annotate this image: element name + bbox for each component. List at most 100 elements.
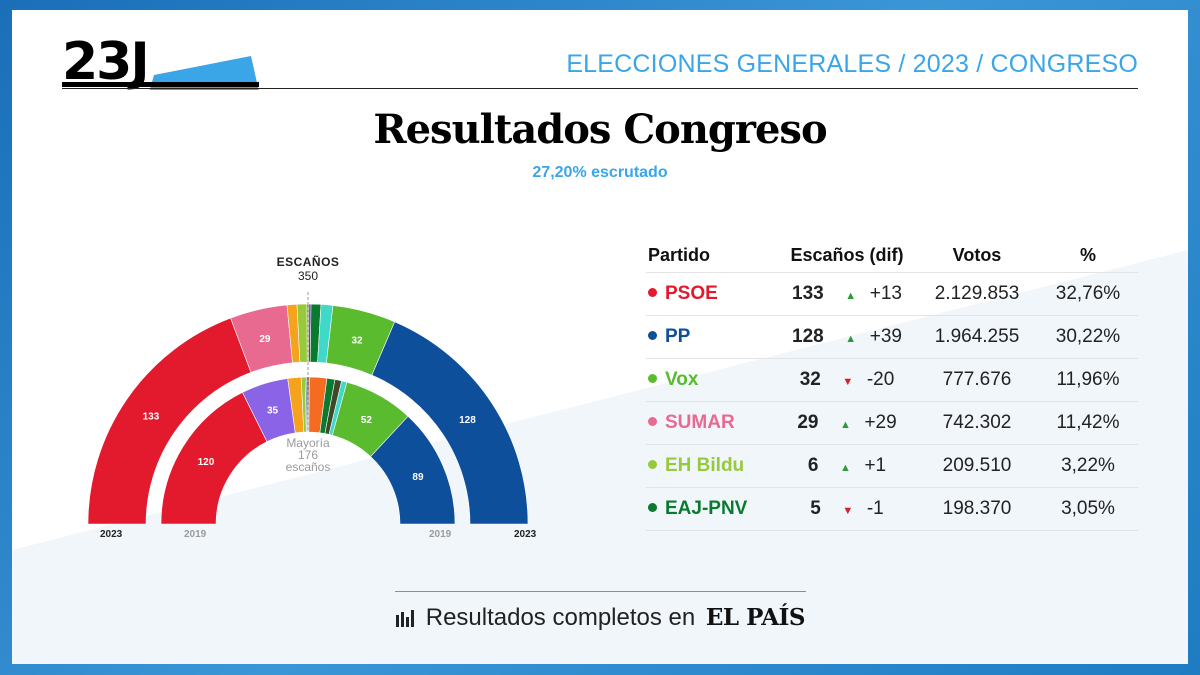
seat-count-label: 29 [259, 334, 271, 345]
trend-arrow-icon: ▼ [842, 375, 854, 388]
page-title: Resultados Congreso [373, 106, 827, 153]
col-header-votes: Votos [916, 242, 1038, 273]
seat-count-label: 52 [361, 415, 373, 426]
seats-diff: +29 [864, 411, 897, 433]
pct-cell: 3,05% [1038, 487, 1138, 531]
year-inner-right: 2019 [429, 529, 452, 540]
header-title: ELECCIONES GENERALES / 2023 / CONGRESO [566, 50, 1138, 78]
results-table: Partido Escaños (dif) Votos % PSOE 133 ▲ +1… [646, 242, 1138, 531]
seats-value: 6 [807, 454, 819, 476]
trend-arrow-icon: ▲ [840, 418, 851, 431]
total-seats-value: 350 [298, 269, 318, 283]
seats-diff: +39 [869, 325, 902, 347]
logo-text: 23J [62, 32, 150, 92]
party-cell: EAJ-PNV [646, 487, 778, 531]
votes-cell: 777.676 [916, 358, 1038, 402]
seats-cell: 6 ▲ +1 [778, 444, 916, 488]
seat-count-label: 128 [459, 415, 476, 426]
party-cell: PP [646, 315, 778, 359]
pct-cell: 11,96% [1038, 358, 1138, 402]
trend-arrow-icon: ▼ [842, 504, 854, 517]
seat-count-label: 133 [143, 411, 160, 422]
pct-cell: 3,22% [1038, 444, 1138, 488]
table-row: Vox 32 ▼ -20 777.676 11,96% [646, 358, 1138, 402]
table-body: PSOE 133 ▲ +13 2.129.853 32,76% PP 128 ▲ +39 1.964… [646, 272, 1138, 531]
trend-arrow-icon: ▲ [845, 289, 857, 302]
table-row: EAJ-PNV 5 ▼ -1 198.370 3,05% [646, 487, 1138, 531]
seats-diff: +13 [869, 282, 902, 304]
party-color-dot [648, 287, 657, 297]
results-card: 23J ELECCIONES GENERALES / 2023 / CONGRE… [12, 10, 1188, 664]
party-cell: PSOE [646, 272, 778, 316]
table-row: SUMAR 29 ▲ +29 742.302 11,42% [646, 401, 1138, 445]
total-seats-label: ESCAÑOS [277, 254, 340, 269]
seats-cell: 5 ▼ -1 [778, 487, 916, 531]
seats-diff: -20 [866, 368, 895, 390]
seats-cell: 32 ▼ -20 [778, 358, 916, 402]
votes-cell: 198.370 [916, 487, 1038, 531]
header-divider [62, 88, 1138, 89]
seats-diff: -1 [866, 497, 884, 519]
table-row: EH Bildu 6 ▲ +1 209.510 3,22% [646, 444, 1138, 488]
seat-count-label: 32 [351, 335, 363, 346]
party-cell: SUMAR [646, 401, 778, 445]
votes-cell: 209.510 [916, 444, 1038, 488]
seat-count-label: 35 [267, 405, 279, 416]
seat-count-label: 120 [198, 457, 215, 468]
table-row: PSOE 133 ▲ +13 2.129.853 32,76% [646, 272, 1138, 316]
party-color-dot [648, 416, 657, 426]
footer-divider [395, 591, 806, 592]
seats-cell: 29 ▲ +29 [778, 401, 916, 445]
footer-link[interactable]: Resultados completos en EL PAÍS [12, 604, 1188, 632]
seats-cell: 133 ▲ +13 [778, 272, 916, 316]
bar-chart-icon [396, 610, 415, 627]
year-outer-right: 2023 [514, 529, 537, 540]
logo-23j: 23J [62, 34, 272, 90]
party-name: PP [665, 325, 691, 347]
pct-cell: 32,76% [1038, 272, 1138, 316]
party-name: EH Bildu [665, 454, 745, 476]
year-outer-left: 2023 [100, 529, 123, 540]
pct-cell: 30,22% [1038, 315, 1138, 359]
logo-underline [62, 82, 259, 87]
party-name: EAJ-PNV [665, 497, 748, 519]
party-name: Vox [665, 368, 699, 390]
seat-segment-2023 [371, 321, 529, 525]
party-color-dot [648, 502, 657, 512]
majority-unit: escaños [286, 460, 331, 474]
seat-segment-2019 [370, 415, 456, 525]
col-header-seats: Escaños (dif) [778, 242, 916, 273]
votes-cell: 742.302 [916, 401, 1038, 445]
majority-value: 176 [298, 448, 318, 462]
pct-cell: 11,42% [1038, 401, 1138, 445]
table-header-row: Partido Escaños (dif) Votos % [646, 242, 1138, 273]
scrutiny-status: 27,20% escrutado [532, 164, 668, 181]
seat-count-label: 89 [412, 472, 424, 483]
seats-cell: 128 ▲ +39 [778, 315, 916, 359]
col-header-pct: % [1038, 242, 1138, 273]
party-cell: EH Bildu [646, 444, 778, 488]
outer-ring-2023 [87, 303, 529, 525]
seats-diff: +1 [864, 454, 887, 476]
party-color-dot [648, 330, 657, 340]
seats-value: 32 [799, 368, 821, 390]
footer-text: Resultados completos en [425, 604, 696, 631]
footer-brand-logo: EL PAÍS [705, 604, 806, 631]
seat-labels: 133 29 32 128 120 35 52 89 [143, 334, 477, 483]
party-cell: Vox [646, 358, 778, 402]
seats-value: 5 [810, 497, 821, 519]
seats-value: 133 [792, 282, 824, 304]
party-name: PSOE [665, 282, 718, 304]
year-inner-left: 2019 [184, 529, 207, 540]
party-name: SUMAR [665, 411, 735, 433]
seats-value: 29 [797, 411, 819, 433]
party-color-dot [648, 373, 657, 383]
party-color-dot [648, 459, 657, 469]
inner-ring-2019 [160, 376, 456, 525]
votes-cell: 1.964.255 [916, 315, 1038, 359]
table-row: PP 128 ▲ +39 1.964.255 30,22% [646, 315, 1138, 359]
col-header-party: Partido [646, 242, 778, 273]
seats-value: 128 [792, 325, 824, 347]
majority-label: Mayoría [286, 436, 330, 450]
